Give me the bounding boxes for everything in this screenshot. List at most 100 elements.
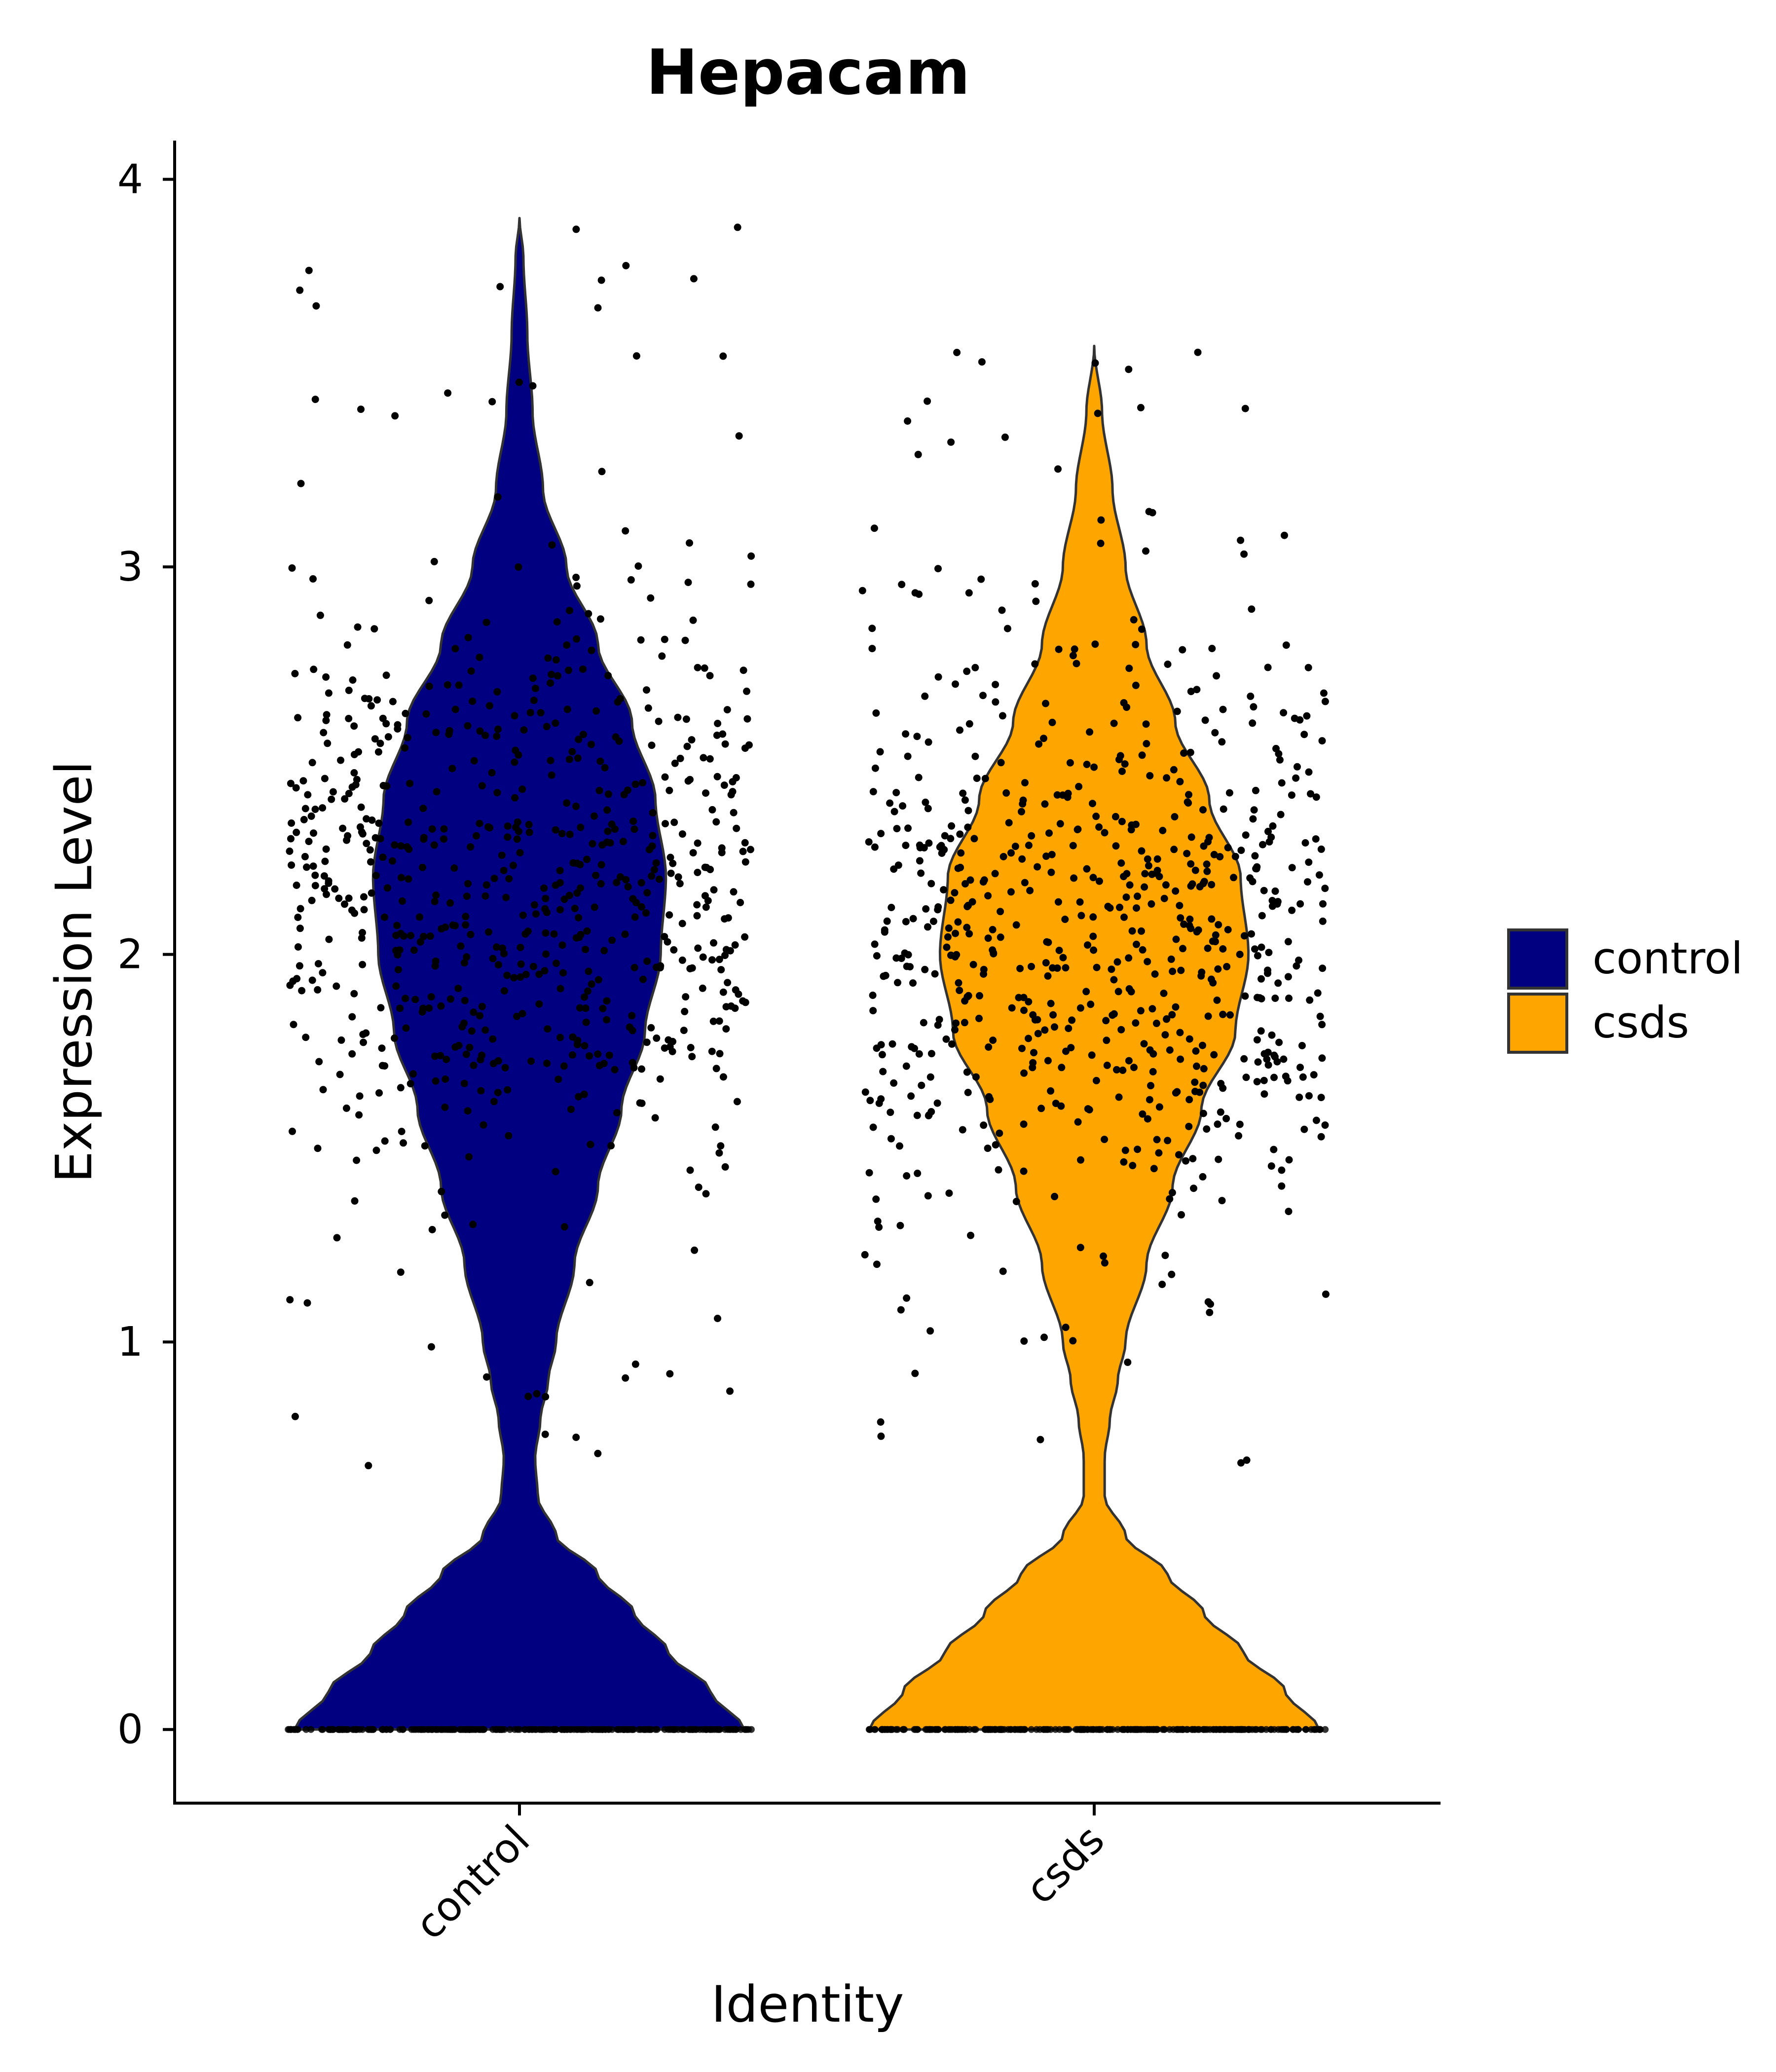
point-csds — [998, 606, 1006, 614]
point-csds — [1237, 847, 1245, 854]
point-csds — [947, 438, 955, 446]
point-csds — [1213, 672, 1221, 680]
y-axis-title: Expression Level — [45, 761, 104, 1183]
point-control — [446, 899, 454, 907]
point-csds — [1047, 999, 1055, 1007]
point-csds — [1042, 700, 1049, 707]
point-control — [294, 714, 302, 722]
point-csds — [1167, 955, 1175, 963]
point-control — [406, 779, 414, 787]
point-csds — [1200, 1065, 1208, 1073]
point-control — [631, 913, 639, 921]
point-control — [444, 681, 451, 689]
point-csds — [1319, 917, 1327, 925]
point-csds — [874, 1218, 882, 1225]
point-csds-zero — [1257, 1726, 1264, 1733]
point-control — [324, 740, 332, 747]
point-control — [569, 859, 577, 867]
point-control — [345, 790, 353, 797]
point-csds — [1042, 959, 1050, 967]
point-control — [699, 984, 706, 992]
point-csds — [1047, 868, 1055, 876]
point-csds — [1314, 989, 1322, 997]
point-control — [392, 931, 400, 939]
point-csds-zero — [871, 1726, 879, 1733]
point-csds — [951, 953, 959, 961]
point-control-zero — [352, 1726, 360, 1733]
point-csds-zero — [1201, 1726, 1209, 1733]
point-csds — [1274, 898, 1282, 906]
point-csds — [922, 905, 930, 913]
point-csds — [1307, 790, 1314, 798]
point-csds — [1223, 962, 1231, 970]
point-control-zero — [561, 1726, 569, 1733]
point-control — [554, 672, 561, 680]
point-control-zero — [511, 1726, 518, 1733]
point-csds — [1121, 760, 1129, 768]
point-csds-zero — [935, 1726, 942, 1733]
point-csds — [1237, 536, 1245, 544]
point-control — [694, 839, 702, 847]
point-control — [481, 732, 489, 740]
point-csds — [1204, 1298, 1212, 1306]
point-csds — [1318, 1021, 1326, 1029]
point-csds — [1253, 1036, 1261, 1044]
point-csds — [1280, 709, 1288, 717]
point-csds — [1282, 641, 1290, 649]
point-control-zero — [605, 1726, 613, 1733]
point-csds — [935, 1016, 943, 1024]
point-csds — [1242, 831, 1250, 839]
point-control — [603, 806, 611, 814]
point-csds — [1200, 842, 1208, 850]
point-csds — [1103, 1062, 1111, 1069]
point-control — [718, 849, 726, 856]
point-csds — [1199, 1081, 1207, 1089]
point-control — [362, 1029, 370, 1037]
point-csds-zero — [1302, 1726, 1310, 1733]
point-control — [410, 946, 418, 954]
point-control — [518, 1010, 526, 1018]
point-control — [367, 858, 374, 866]
point-csds — [1020, 1069, 1028, 1077]
point-csds-zero — [1143, 1726, 1150, 1733]
point-control — [291, 1412, 299, 1420]
point-csds — [1077, 1156, 1084, 1164]
point-control — [555, 1075, 562, 1083]
point-csds — [933, 1099, 941, 1107]
point-control — [597, 880, 605, 888]
point-csds — [908, 1043, 916, 1051]
point-control — [688, 964, 696, 972]
point-csds — [1166, 1046, 1174, 1054]
point-csds — [1318, 737, 1326, 745]
point-control — [552, 656, 560, 664]
point-csds — [1003, 625, 1011, 632]
point-csds — [913, 733, 921, 740]
point-control — [524, 1393, 532, 1401]
point-control — [649, 809, 657, 817]
point-csds — [1041, 800, 1049, 808]
point-csds — [1047, 1087, 1055, 1095]
point-control — [411, 996, 419, 1003]
point-csds — [1281, 531, 1288, 539]
point-csds — [1270, 1073, 1278, 1081]
point-csds — [984, 934, 992, 942]
point-control — [702, 1190, 710, 1198]
point-csds — [1192, 1047, 1200, 1055]
point-control — [713, 773, 721, 780]
point-control — [342, 1104, 350, 1112]
point-csds — [1122, 893, 1130, 901]
point-control — [565, 666, 572, 674]
point-csds — [871, 843, 879, 851]
point-control — [392, 947, 400, 955]
point-csds — [1120, 873, 1128, 881]
point-control — [379, 853, 387, 861]
point-csds-zero — [966, 1726, 973, 1733]
point-csds — [1168, 1189, 1176, 1196]
point-csds — [872, 1195, 880, 1203]
point-csds — [1272, 744, 1280, 752]
point-control — [665, 1036, 672, 1044]
x-axis-title: Identity — [711, 1975, 904, 2034]
point-control — [681, 1007, 689, 1015]
point-control — [544, 1025, 552, 1033]
point-csds — [902, 730, 910, 738]
